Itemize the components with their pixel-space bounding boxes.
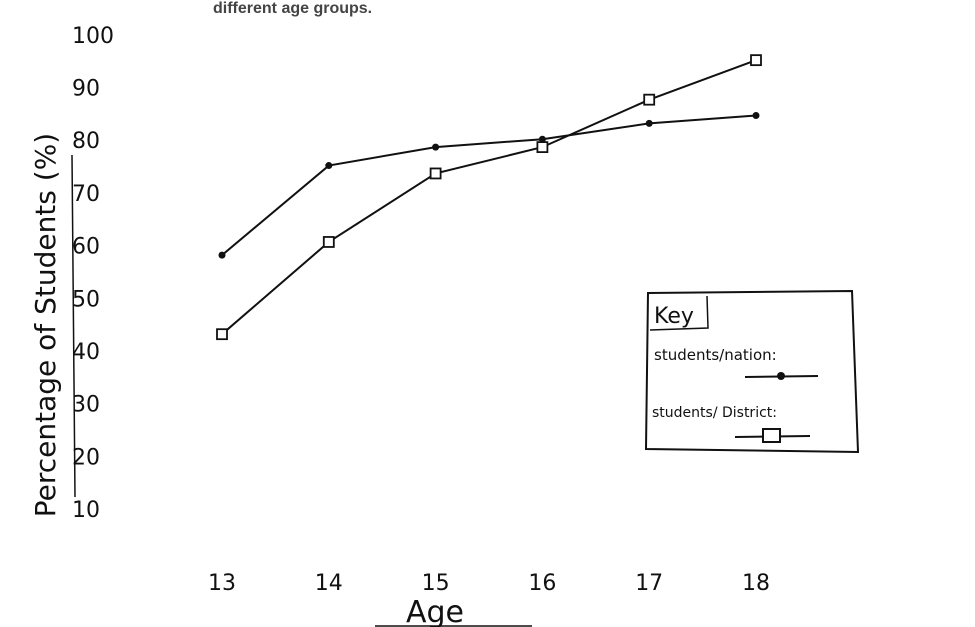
x-tick-label: 18 (742, 571, 770, 596)
legend: Key students/nation: students/ District: (644, 289, 860, 454)
series-line-0 (221, 114, 757, 256)
y-axis-label: Percentage of Students (%) (29, 133, 62, 517)
x-axis-label: Age (406, 595, 464, 627)
y-label-underline (71, 154, 76, 498)
y-tick-label: 90 (72, 77, 100, 102)
y-tick-label: 70 (72, 182, 100, 207)
data-point-nation (645, 119, 653, 127)
data-point-district (536, 141, 549, 154)
legend-label-district: students/ District: (652, 405, 777, 421)
data-point-nation (218, 251, 226, 259)
legend-label-nation: students/nation: (654, 346, 777, 364)
data-point-nation (325, 162, 333, 170)
y-tick-label: 80 (72, 129, 100, 154)
y-tick-label: 20 (72, 445, 100, 470)
data-point-nation (432, 143, 440, 151)
y-tick-label: 50 (72, 287, 100, 312)
series-line-1 (221, 59, 757, 335)
legend-marker-district (762, 428, 781, 443)
y-tick-label: 30 (72, 393, 100, 418)
data-point-district (643, 93, 656, 106)
legend-marker-nation (777, 372, 785, 380)
header-text: different age groups. (213, 0, 373, 17)
y-tick-label: 100 (72, 24, 114, 49)
data-point-district (322, 236, 335, 248)
data-point-district (429, 167, 442, 180)
y-tick-label: 10 (72, 498, 100, 523)
x-tick-label: 15 (422, 571, 450, 596)
x-tick-label: 13 (208, 571, 236, 596)
data-point-district (750, 54, 762, 67)
x-tick-label: 17 (635, 571, 663, 596)
data-point-district (216, 328, 228, 341)
x-tick-label: 14 (315, 571, 343, 596)
data-point-nation (752, 111, 760, 119)
data-point-nation (538, 135, 546, 143)
y-tick-label: 40 (72, 340, 100, 365)
x-tick-label: 16 (528, 571, 556, 596)
legend-title: Key (654, 304, 694, 329)
y-tick-label: 60 (72, 235, 100, 260)
